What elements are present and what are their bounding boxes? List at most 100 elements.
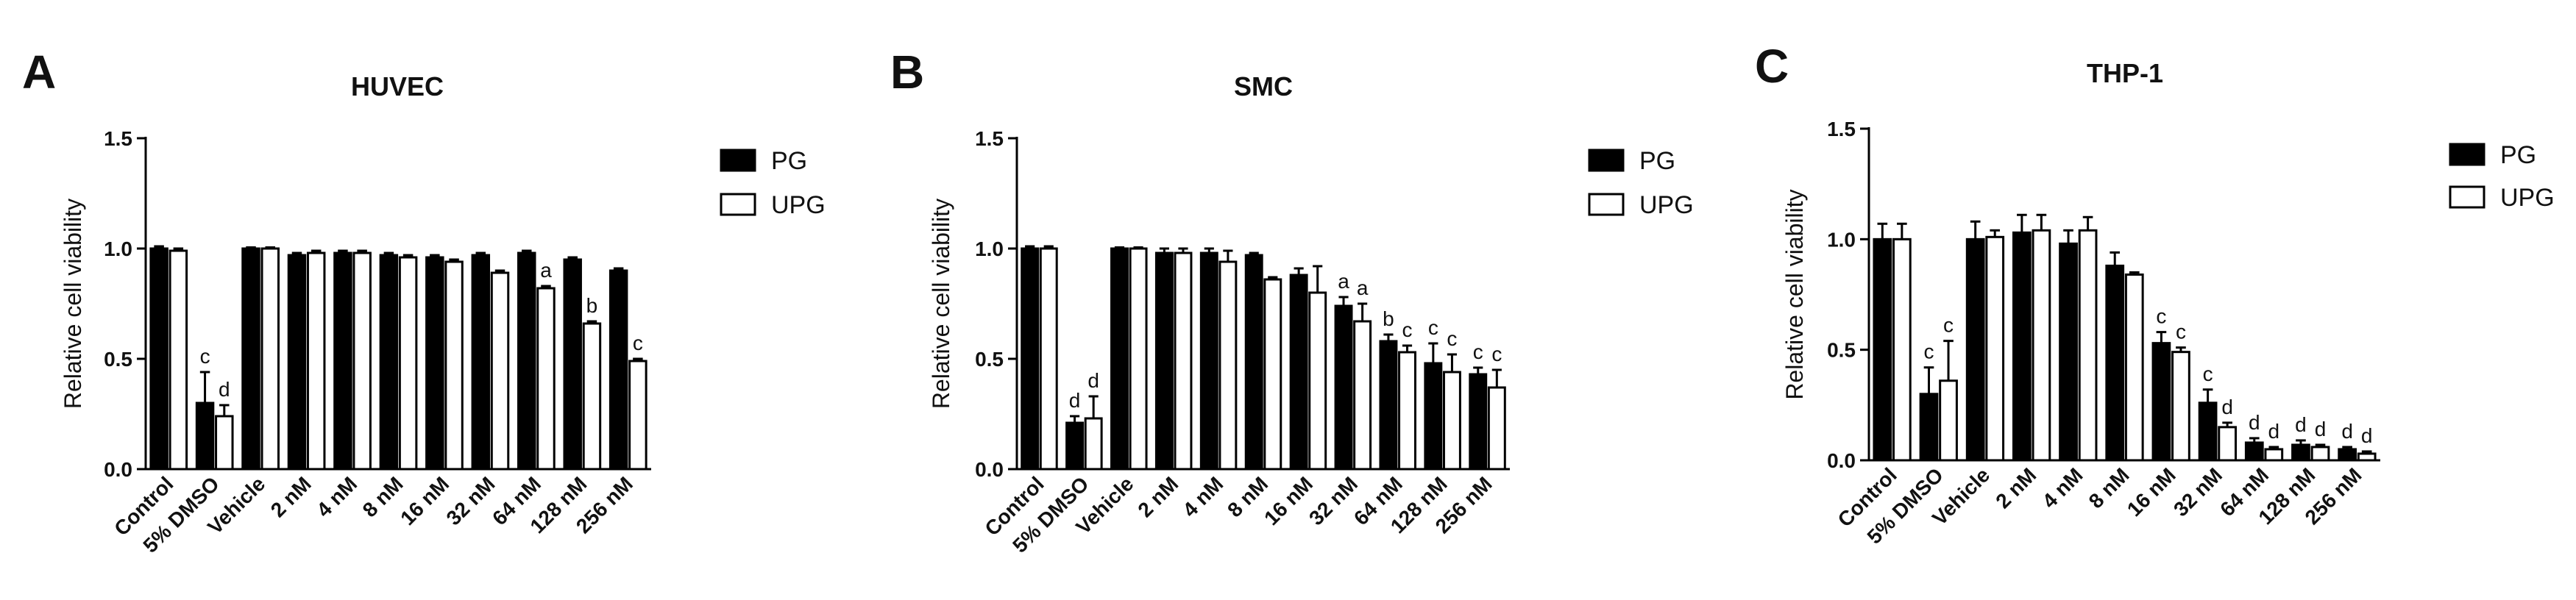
legend-swatch-upg xyxy=(2449,185,2485,209)
y-tick-label: 1.0 xyxy=(975,238,1004,260)
significance-label: d xyxy=(2221,396,2233,418)
x-tick-label: 4 nM xyxy=(312,472,361,521)
bar-upg xyxy=(1308,291,1327,471)
bar-pg xyxy=(2059,242,2078,462)
significance-label: c xyxy=(200,345,210,368)
y-axis-label: Relative cell viability xyxy=(60,199,86,409)
bar-upg xyxy=(2310,446,2330,462)
bar-upg xyxy=(2124,273,2144,462)
bar-upg xyxy=(2171,351,2190,462)
y-tick-label: 0.5 xyxy=(1827,339,1856,362)
y-tick-label: 0.0 xyxy=(104,458,132,481)
panel-letter: B xyxy=(890,46,924,99)
bar-upg xyxy=(490,271,510,471)
bar-pg xyxy=(1110,247,1129,471)
legend-label: UPG xyxy=(1639,191,1694,219)
significance-label: c xyxy=(1924,340,1934,363)
significance-label: d xyxy=(2249,411,2260,434)
bar-upg xyxy=(2218,426,2238,462)
bar-pg xyxy=(1154,251,1174,471)
panel-c: C THP-1 Relative cell viability 0.0 0.5 1.0 1.… xyxy=(1755,40,2555,549)
bar-pg xyxy=(425,256,444,471)
bar-upg xyxy=(1263,278,1282,471)
significance-label: c xyxy=(2203,362,2213,385)
bar-upg xyxy=(628,360,647,471)
bar-pg xyxy=(1424,362,1443,471)
legend-swatch-pg xyxy=(2449,143,2485,166)
bar-upg xyxy=(2078,229,2098,462)
y-tick-label: 1.5 xyxy=(1827,118,1856,140)
significance-label: d xyxy=(2361,424,2373,447)
x-tick-label: 16 nM xyxy=(2123,463,2180,521)
bar-upg xyxy=(306,251,326,471)
significance-label: d xyxy=(2341,420,2353,443)
x-tick-label: 2 nM xyxy=(1133,472,1182,521)
bar-pg xyxy=(2244,441,2264,462)
significance-label: c xyxy=(2176,321,2186,343)
bar-upg xyxy=(536,287,556,471)
significance-label: c xyxy=(2156,305,2166,328)
x-tick-label: 32 nM xyxy=(2169,463,2226,521)
panel-a: A HUVEC Relative cell viability 0.0 0.5 1.0 1.… xyxy=(22,46,826,557)
chart-title: HUVEC xyxy=(351,71,444,101)
y-axis-label: Relative cell viability xyxy=(928,199,954,409)
significance-label: b xyxy=(586,294,598,317)
bar-pg xyxy=(1199,251,1218,471)
legend-swatch-pg xyxy=(1588,149,1625,172)
bar-pg xyxy=(2151,342,2171,462)
bar-upg xyxy=(1939,379,1958,462)
significance-label: b xyxy=(1383,307,1394,330)
y-tick-label: 1.5 xyxy=(104,127,132,150)
y-tick-label: 1.0 xyxy=(1827,228,1856,251)
bar-upg xyxy=(1985,235,2005,462)
legend-label: PG xyxy=(1639,147,1675,175)
x-tick-label: 32 nM xyxy=(442,472,500,529)
bar-pg xyxy=(1379,340,1398,471)
legend-swatch-upg xyxy=(1588,193,1625,216)
y-tick-label: 0.0 xyxy=(975,458,1004,481)
significance-label: d xyxy=(1069,389,1081,412)
bar-upg xyxy=(1442,371,1461,471)
significance-label: d xyxy=(2268,420,2280,443)
bar-pg xyxy=(241,247,260,471)
bar-pg xyxy=(2198,401,2218,462)
bar-upg xyxy=(2357,452,2377,462)
x-tick-label: 4 nM xyxy=(2038,463,2087,512)
y-tick-label: 0.5 xyxy=(104,348,132,371)
significance-label: c xyxy=(1402,318,1413,341)
legend-swatch-upg xyxy=(720,193,756,216)
y-tick-label: 1.0 xyxy=(104,238,132,260)
bar-upg xyxy=(1892,238,1912,462)
bar-pg xyxy=(2105,264,2125,462)
bar-pg xyxy=(1469,373,1488,471)
chart-title: SMC xyxy=(1234,71,1293,101)
bar-pg xyxy=(287,254,307,471)
x-tick-label: 4 nM xyxy=(1178,472,1227,521)
bar-pg xyxy=(149,247,168,471)
significance-label: d xyxy=(219,378,230,401)
significance-label: c xyxy=(1447,327,1457,350)
significance-label: c xyxy=(1491,343,1502,365)
bar-upg xyxy=(260,247,280,471)
bar-pg xyxy=(608,269,628,471)
significance-label: c xyxy=(1943,314,1954,337)
legend-label: PG xyxy=(2500,141,2536,169)
significance-label: a xyxy=(540,259,552,282)
significance-label: c xyxy=(1473,340,1483,363)
bar-pg xyxy=(563,258,582,471)
significance-label: d xyxy=(1087,369,1099,392)
significance-label: c xyxy=(633,332,643,354)
bar-upg xyxy=(215,415,234,471)
bar-upg xyxy=(352,251,372,471)
x-tick-label: 16 nM xyxy=(1260,472,1317,529)
significance-label: d xyxy=(2295,413,2307,436)
significance-label: a xyxy=(1338,270,1349,293)
bar-pg xyxy=(2012,231,2032,462)
bar-pg xyxy=(517,251,536,471)
bar-upg xyxy=(1353,320,1372,471)
bar-upg xyxy=(582,322,602,471)
bar-pg xyxy=(195,401,215,471)
bar-pg xyxy=(2291,443,2310,462)
bar-upg xyxy=(444,260,464,471)
